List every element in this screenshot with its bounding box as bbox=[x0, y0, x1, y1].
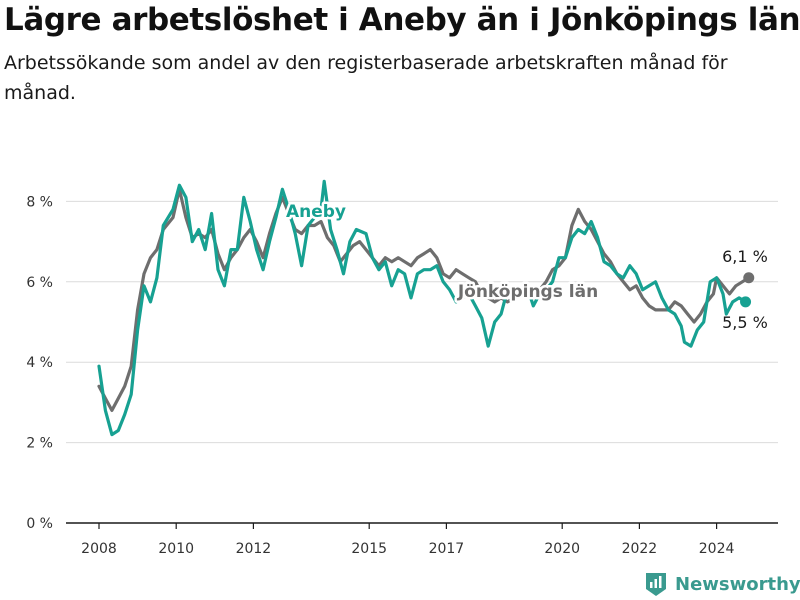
x-tick-label: 2010 bbox=[158, 541, 194, 557]
series-label-jonkopings-lan: Jönköpings län bbox=[457, 282, 598, 302]
series-line-aneby bbox=[97, 179, 748, 437]
chart-title: Lägre arbetslöshet i Aneby än i Jönköpin… bbox=[4, 2, 800, 38]
brand-name: Newsworthy bbox=[675, 573, 800, 595]
end-value-label-jonkopings-lan: 6,1 % bbox=[722, 247, 768, 266]
x-tick-label: 2022 bbox=[622, 541, 658, 557]
y-tick-label: 4 % bbox=[26, 355, 53, 371]
x-tick-label: 2012 bbox=[236, 541, 272, 557]
series-label-aneby: Aneby bbox=[286, 202, 346, 222]
y-tick-label: 8 % bbox=[26, 194, 53, 210]
end-value-label-aneby: 5,5 % bbox=[722, 313, 768, 332]
chart-subtitle: Arbetssökande som andel av den registerb… bbox=[4, 52, 728, 104]
end-point-jonkopings-lan bbox=[743, 272, 755, 284]
newsworthy-logo-icon bbox=[646, 573, 666, 596]
y-tick-label: 0 % bbox=[26, 516, 53, 532]
x-tick-label: 2015 bbox=[351, 541, 387, 557]
end-point-aneby bbox=[740, 296, 752, 308]
x-tick-label: 2020 bbox=[544, 541, 580, 557]
x-tick-label: 2008 bbox=[81, 541, 117, 557]
series-line-jonkopings-lan bbox=[97, 187, 751, 412]
y-tick-label: 2 % bbox=[26, 436, 53, 452]
x-tick-label: 2017 bbox=[429, 541, 465, 557]
y-tick-label: 6 % bbox=[26, 275, 53, 291]
x-tick-label: 2024 bbox=[699, 541, 735, 557]
brand-logo: Newsworthy bbox=[644, 569, 800, 599]
